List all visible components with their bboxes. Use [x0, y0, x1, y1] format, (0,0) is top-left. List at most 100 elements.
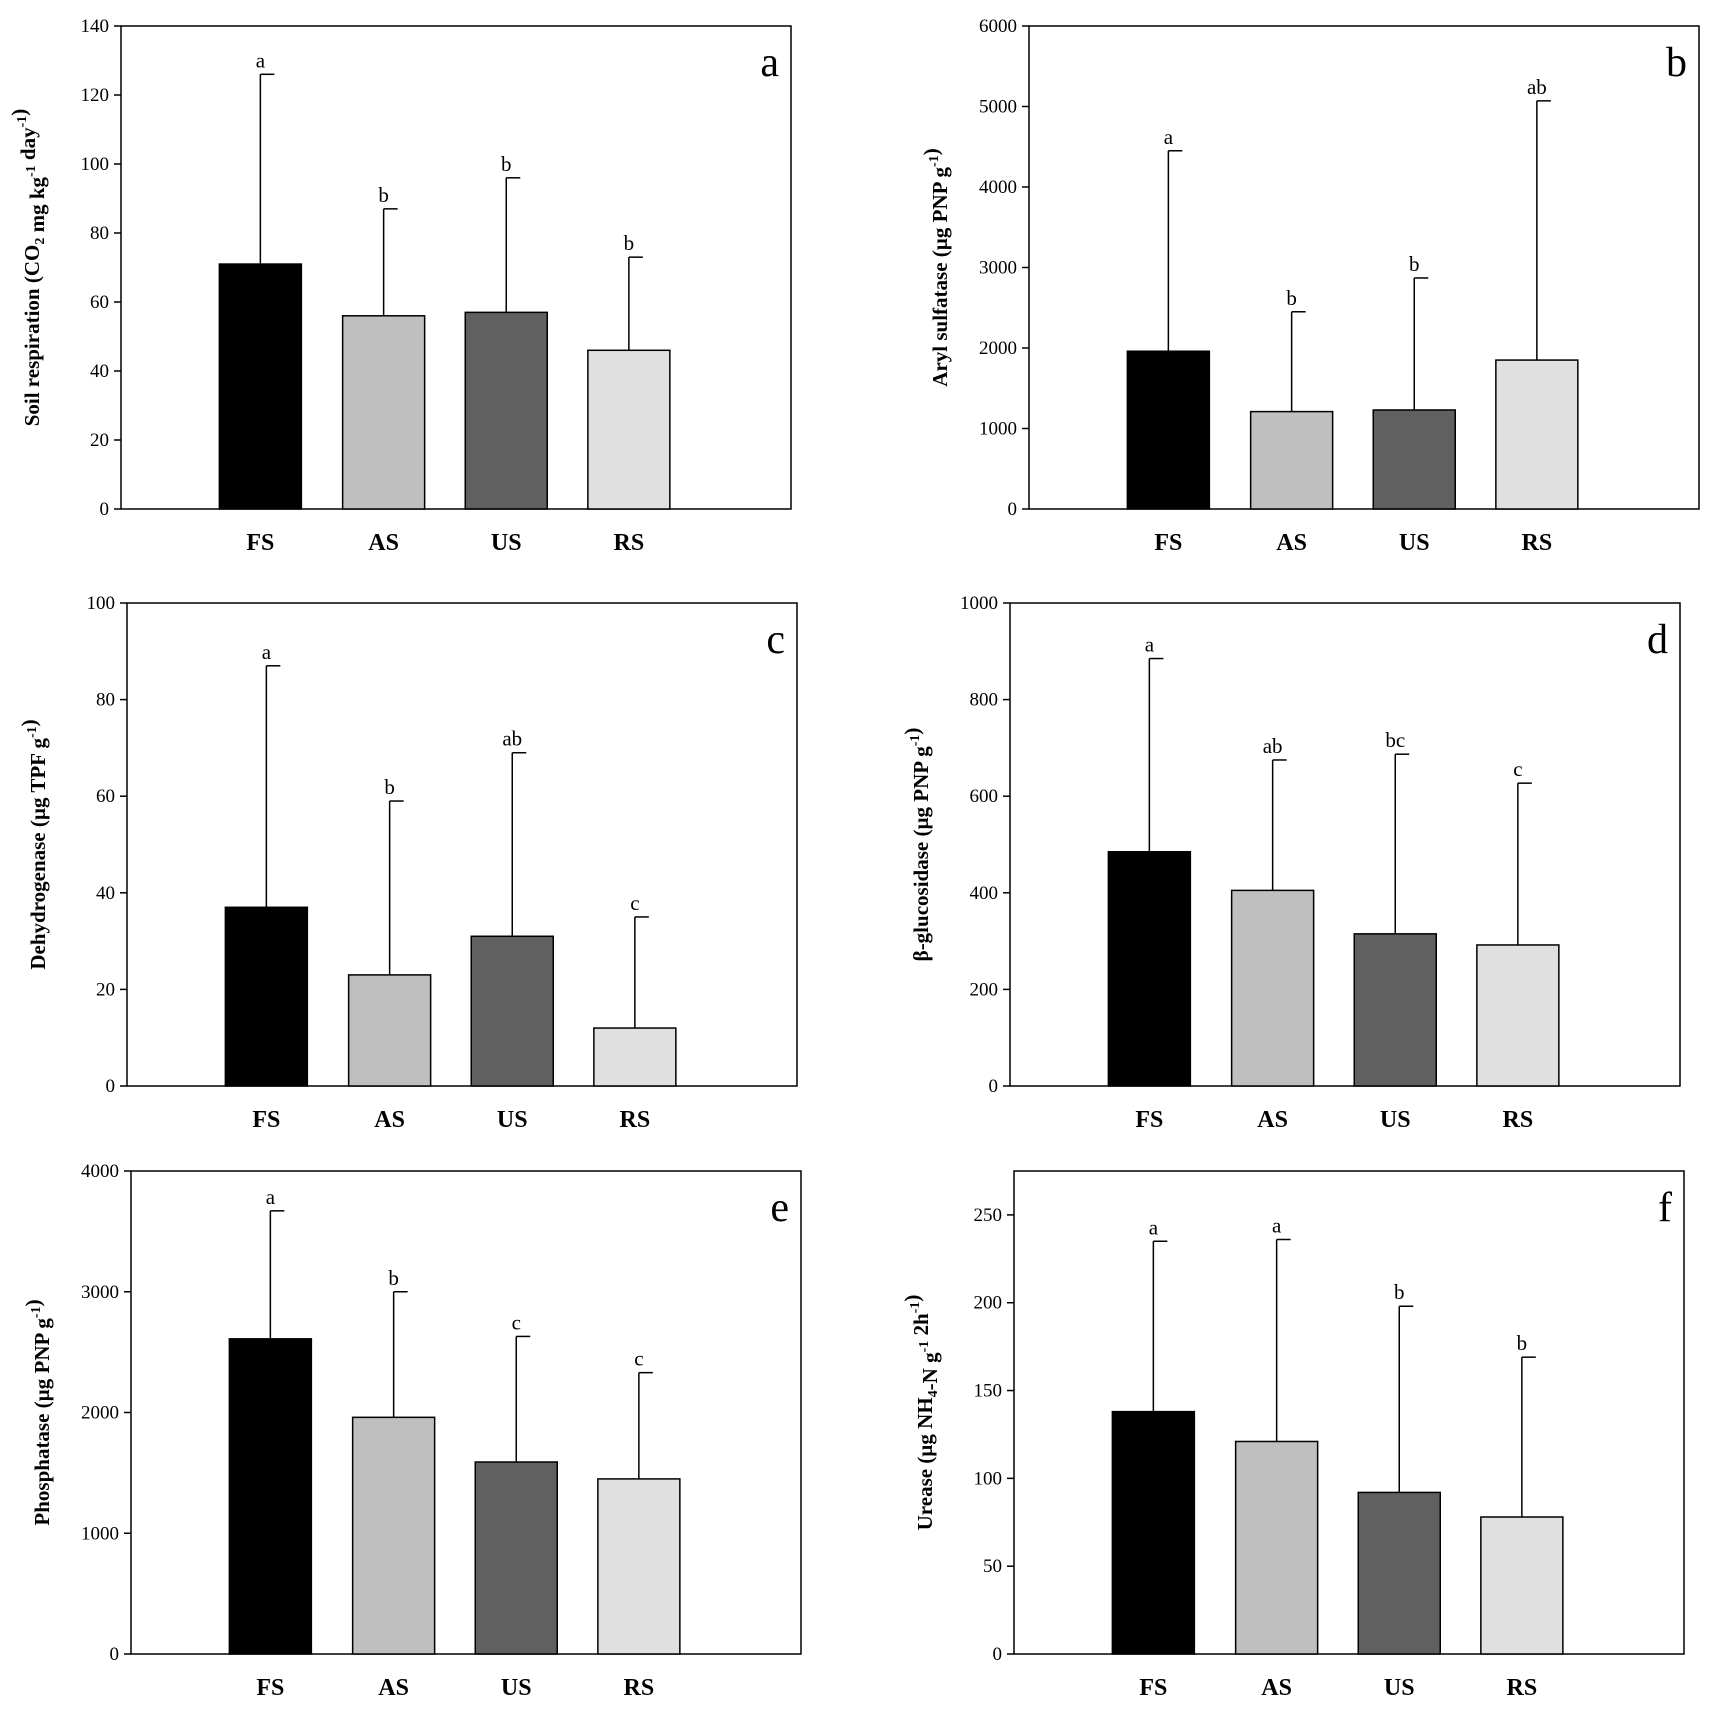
y-axis-label-part: ): [7, 109, 31, 116]
bar-as: [1234, 1440, 1319, 1655]
y-axis-label: Aryl sulfatase (µg PNP g-1): [919, 148, 952, 386]
y-axis-label: Phosphatase (µg PNP g-1): [21, 1299, 54, 1525]
y-axis-label-part: Dehydrogenase (µg TPF g: [26, 738, 50, 970]
x-category-label: RS: [1507, 1675, 1538, 1701]
y-axis-label: Urease (µg NH4-N g-1 2h-1): [900, 1295, 942, 1531]
x-category-label: AS: [1257, 1107, 1288, 1133]
y-axis-label-part: Aryl sulfatase (µg PNP g: [928, 166, 952, 386]
bar-as: [341, 315, 426, 510]
bar-fs: [224, 906, 309, 1087]
y-axis-label-part: 2h: [909, 1313, 933, 1341]
y-axis-label-part: 2: [33, 238, 48, 245]
x-category-label: FS: [1139, 1675, 1167, 1701]
x-category-label: US: [1384, 1675, 1415, 1701]
significance-letter: a: [266, 1185, 276, 1209]
significance-letter: a: [262, 640, 272, 664]
y-tick-label: 5000: [979, 97, 1017, 118]
y-axis-label-part: ): [919, 148, 943, 155]
y-axis-label-part: ): [21, 1299, 45, 1306]
bar-rs: [1495, 359, 1579, 510]
y-tick-label: 600: [970, 786, 999, 807]
y-tick-label: 0: [993, 1644, 1003, 1665]
y-axis-label-part: day: [16, 127, 40, 165]
significance-letter: c: [1513, 757, 1522, 781]
significance-letter: b: [624, 231, 635, 255]
y-axis-label-part: β-glucosidase (µg PNP g: [909, 746, 933, 962]
y-tick-label: 80: [96, 690, 115, 711]
y-tick-label: 3000: [81, 1282, 119, 1303]
bar-rs: [1476, 944, 1560, 1087]
x-category-label: AS: [1261, 1675, 1292, 1701]
y-tick-label: 140: [81, 16, 110, 37]
y-tick-label: 2000: [81, 1403, 119, 1424]
y-axis-label-part: Soil respiration (CO: [20, 245, 44, 427]
significance-letter: c: [634, 1347, 643, 1371]
y-tick-label: 400: [970, 883, 999, 904]
y-tick-label: 20: [96, 979, 115, 1000]
y-tick-label: 0: [100, 499, 110, 520]
y-tick-label: 40: [90, 361, 109, 382]
significance-letter: a: [1145, 633, 1155, 657]
y-tick-label: 3000: [979, 258, 1017, 279]
plot-frame: [1013, 1170, 1685, 1655]
y-tick-label: 120: [81, 85, 110, 106]
y-tick-label: 100: [81, 154, 110, 175]
y-tick-label: 100: [87, 593, 116, 614]
y-tick-label: 60: [96, 786, 115, 807]
y-axis-label-part: -1: [24, 165, 39, 177]
bar-fs: [1107, 850, 1192, 1087]
x-category-label: RS: [624, 1675, 655, 1701]
x-category-label: US: [1399, 530, 1430, 556]
bar-as: [1230, 889, 1315, 1087]
significance-letter: ab: [1263, 734, 1283, 758]
y-axis-label-part: -1: [908, 735, 923, 747]
bar-fs: [1111, 1410, 1196, 1655]
y-tick-label: 1000: [960, 593, 998, 614]
panel-label: e: [770, 1185, 789, 1231]
significance-letter: ab: [502, 727, 522, 751]
bar-as: [1249, 410, 1334, 510]
panel-label: a: [760, 40, 779, 86]
y-axis-label-part: ): [900, 1295, 924, 1302]
y-tick-label: 0: [110, 1644, 120, 1665]
x-category-label: RS: [620, 1107, 651, 1133]
bar-rs: [587, 349, 671, 510]
bar-us: [470, 935, 554, 1087]
y-axis-label-part: -N g: [918, 1352, 942, 1390]
significance-letter: b: [378, 183, 389, 207]
y-axis-label-part: -1: [917, 1341, 932, 1353]
y-tick-label: 20: [90, 430, 109, 451]
bar-rs: [1480, 1516, 1564, 1655]
y-tick-label: 40: [96, 883, 115, 904]
x-category-label: US: [1380, 1107, 1411, 1133]
plot-frame: [1009, 602, 1681, 1087]
bar-rs: [593, 1027, 677, 1087]
x-category-label: AS: [1276, 530, 1307, 556]
significance-letter: b: [501, 152, 512, 176]
y-axis-label-part: 4: [926, 1390, 941, 1397]
significance-letter: c: [630, 891, 639, 915]
y-tick-label: 1000: [81, 1523, 119, 1544]
chart-panel-c: 0 20 40 60 80 100 Dehydrogenase (µg TPF g-1) a F…: [17, 593, 798, 1133]
y-tick-label: 800: [970, 690, 999, 711]
y-tick-label: 60: [90, 292, 109, 313]
y-tick-label: 80: [90, 223, 109, 244]
x-category-label: US: [497, 1107, 528, 1133]
bar-as: [347, 974, 432, 1087]
panel-label: f: [1658, 1185, 1672, 1231]
x-category-label: FS: [246, 530, 274, 556]
x-category-label: AS: [368, 530, 399, 556]
bar-us: [1357, 1491, 1441, 1655]
significance-letter: b: [1394, 1280, 1405, 1304]
bar-us: [1372, 409, 1456, 510]
y-tick-label: 6000: [979, 16, 1017, 37]
y-axis-label-part: mg kg: [25, 176, 49, 237]
y-tick-label: 4000: [979, 177, 1017, 198]
y-tick-label: 50: [983, 1556, 1002, 1577]
x-category-label: FS: [1135, 1107, 1163, 1133]
significance-letter: b: [1517, 1331, 1528, 1355]
chart-panel-d: 0 200 400 600 800 1000 β-glucosidase (µg PNP g…: [900, 593, 1681, 1133]
y-axis-label-part: -1: [15, 116, 30, 128]
panel-label: b: [1666, 40, 1687, 86]
